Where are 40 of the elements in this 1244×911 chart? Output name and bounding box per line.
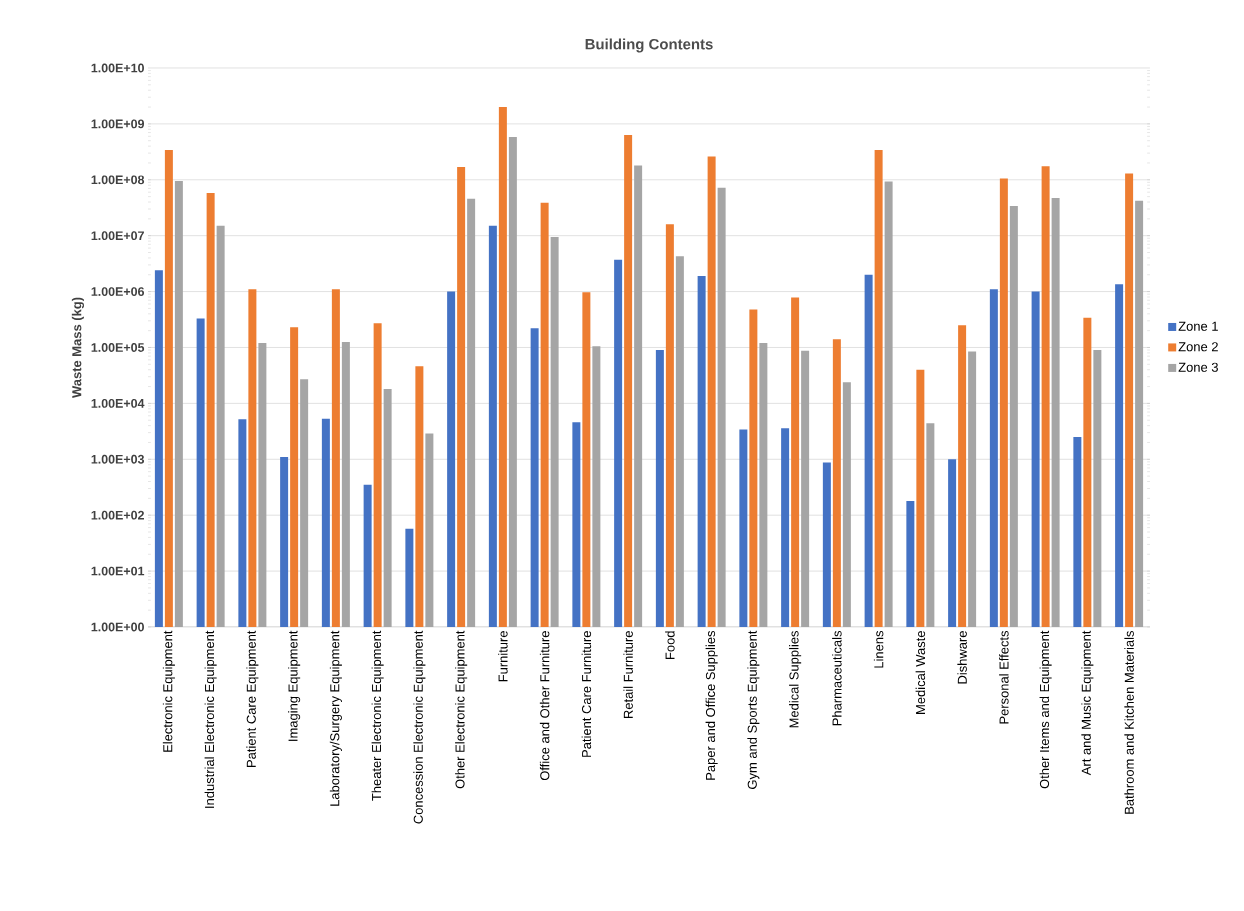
y-tick-label: 1.00E+00 — [91, 622, 144, 632]
x-tick-label: Dishware — [957, 631, 967, 684]
x-tick-label: Theater Electronic Equipment — [371, 630, 384, 801]
y-tick-label: 1.00E+06 — [91, 287, 145, 296]
x-tick-label: Retail Furniture — [623, 631, 633, 718]
x-tick-label: Medical Waste — [915, 631, 926, 714]
y-tick-label: 1.00E+07 — [91, 231, 144, 241]
y-tick-label: 1.00E+05 — [91, 343, 145, 352]
x-tick-label: Patient Care Furniture — [581, 631, 592, 757]
x-tick-label: Other Electronic Equipment — [455, 630, 468, 789]
legend-label: Zone 1 — [1178, 321, 1218, 331]
x-tick-label: Electronic Equipment — [162, 630, 175, 752]
x-tick-label: Industrial Electronic Equipment — [204, 630, 217, 808]
x-tick-label: Personal Effects — [999, 630, 1009, 724]
y-axis-title: Waste Mass (kg) — [71, 297, 84, 398]
y-tick-label: 1.00E+02 — [91, 510, 144, 520]
x-tick-label: Other Items and Equipment — [1039, 630, 1052, 789]
y-tick-label: 1.00E+04 — [91, 398, 145, 408]
x-tick-label: Bathroom and Kitchen Materials — [1124, 631, 1134, 814]
x-tick-label: Linens — [873, 630, 884, 668]
x-tick-label: Laboratory/Surgery Equipment — [329, 630, 342, 806]
x-tick-label: Paper and Office Supplies — [705, 630, 718, 780]
x-tick-label: Furniture — [498, 631, 508, 682]
x-tick-label: Imaging Equipment — [288, 630, 301, 741]
legend-label: Zone 3 — [1178, 362, 1218, 372]
x-tick-label: Concession Electronic Equipment — [413, 630, 426, 824]
x-tick-label: Office and Other Furniture — [539, 631, 550, 781]
chart-title: Building Contents — [585, 38, 713, 53]
x-tick-label: Pharmaceuticals — [832, 630, 842, 726]
legend-label: Zone 2 — [1178, 342, 1218, 352]
y-tick-label: 1.00E+09 — [91, 119, 145, 129]
y-tick-label: 1.00E+03 — [91, 454, 145, 464]
x-tick-label: Art and Music Equipment — [1081, 630, 1094, 776]
x-tick-label: Patient Care Equipment — [246, 630, 259, 767]
y-tick-label: 1.00E+08 — [91, 175, 145, 185]
y-tick-label: 1.00E+01 — [91, 566, 145, 576]
x-tick-label: Gym and Sports Equipment — [747, 630, 760, 789]
x-tick-label: Medical Supplies — [789, 631, 802, 728]
x-tick-label: Food — [665, 631, 675, 659]
y-tick-label: 1.00E+10 — [91, 63, 144, 73]
